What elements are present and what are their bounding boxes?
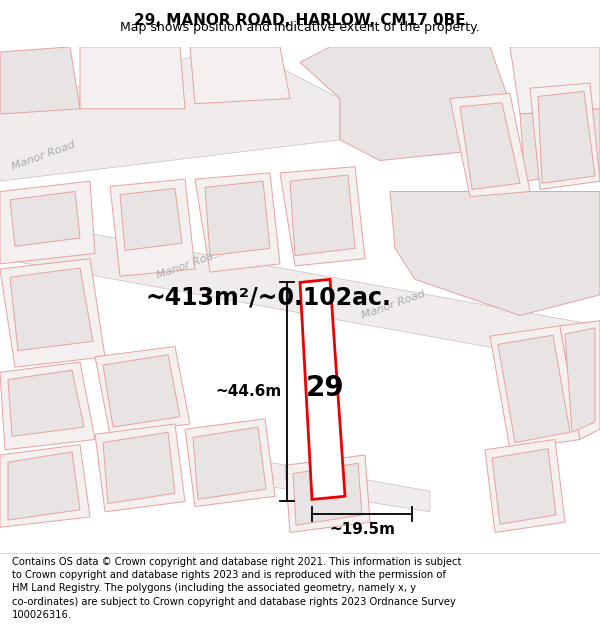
Polygon shape (510, 47, 600, 114)
Polygon shape (0, 181, 95, 264)
Polygon shape (0, 47, 340, 181)
Text: Manor Road: Manor Road (360, 289, 426, 321)
Text: 29, MANOR ROAD, HARLOW, CM17 0BE: 29, MANOR ROAD, HARLOW, CM17 0BE (134, 13, 466, 28)
Polygon shape (10, 268, 93, 351)
Polygon shape (80, 47, 185, 109)
Text: to Crown copyright and database rights 2023 and is reproduced with the permissio: to Crown copyright and database rights 2… (12, 570, 446, 580)
Polygon shape (520, 109, 600, 181)
Polygon shape (185, 419, 275, 507)
Polygon shape (285, 455, 370, 532)
Polygon shape (490, 326, 580, 450)
Polygon shape (8, 370, 84, 436)
Polygon shape (492, 449, 556, 524)
Polygon shape (120, 188, 182, 251)
Polygon shape (0, 362, 95, 450)
Polygon shape (110, 179, 195, 276)
Polygon shape (530, 83, 600, 189)
Polygon shape (205, 181, 270, 256)
Polygon shape (565, 328, 595, 432)
Polygon shape (190, 47, 290, 104)
Polygon shape (0, 444, 90, 528)
Text: Manor Roa...: Manor Roa... (155, 247, 224, 281)
Text: Map shows position and indicative extent of the property.: Map shows position and indicative extent… (120, 21, 480, 34)
Polygon shape (193, 427, 266, 499)
Polygon shape (200, 450, 430, 512)
Polygon shape (293, 463, 362, 525)
Polygon shape (95, 346, 190, 434)
Text: co-ordinates) are subject to Crown copyright and database rights 2023 Ordnance S: co-ordinates) are subject to Crown copyr… (12, 597, 456, 607)
Polygon shape (450, 93, 530, 197)
Polygon shape (280, 167, 365, 266)
Polygon shape (103, 355, 180, 427)
Polygon shape (0, 259, 105, 367)
Polygon shape (538, 91, 595, 183)
Polygon shape (103, 432, 175, 504)
Polygon shape (560, 321, 600, 439)
Polygon shape (498, 335, 570, 442)
Text: HM Land Registry. The polygons (including the associated geometry, namely x, y: HM Land Registry. The polygons (includin… (12, 583, 416, 593)
Polygon shape (8, 452, 80, 520)
Text: 29: 29 (305, 374, 344, 402)
Text: Contains OS data © Crown copyright and database right 2021. This information is : Contains OS data © Crown copyright and d… (12, 557, 461, 567)
Text: Manor Road: Manor Road (10, 139, 76, 171)
Polygon shape (0, 217, 600, 367)
Polygon shape (485, 439, 565, 532)
Polygon shape (460, 102, 520, 189)
Text: 100026316.: 100026316. (12, 610, 72, 620)
Polygon shape (300, 47, 510, 161)
Polygon shape (390, 191, 600, 316)
Polygon shape (290, 175, 355, 256)
Polygon shape (10, 191, 80, 246)
Polygon shape (0, 47, 80, 114)
Polygon shape (195, 173, 280, 272)
Polygon shape (300, 279, 345, 499)
Polygon shape (95, 424, 185, 512)
Text: ~44.6m: ~44.6m (216, 384, 282, 399)
Text: ~19.5m: ~19.5m (329, 522, 395, 537)
Text: ~413m²/~0.102ac.: ~413m²/~0.102ac. (145, 286, 391, 310)
